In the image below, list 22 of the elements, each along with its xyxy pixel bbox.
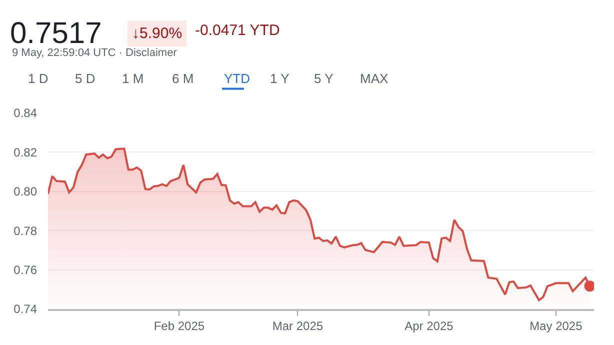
text: 9 May, 22:59:04 UTC · Disclaimer (12, 47, 178, 59)
text: 1 Y (270, 71, 290, 86)
x-tick-label: May 2025 (530, 319, 583, 334)
text: 1 D (28, 71, 48, 86)
text: YTD (224, 71, 250, 86)
x-tick-label: Mar 2025 (272, 319, 324, 334)
y-tick-label: 0.78 (14, 224, 38, 238)
text: 0.7517 (10, 17, 102, 50)
y-tick-label: 0.76 (14, 263, 38, 277)
y-tick-label: 0.74 (14, 302, 38, 316)
text: -0.0471 YTD (195, 22, 280, 39)
x-tick-label: Apr 2025 (404, 319, 454, 334)
text: MAX (360, 71, 388, 86)
text: 6 M (172, 71, 194, 86)
text: ↓5.90% (132, 25, 182, 42)
y-tick-label: 0.80 (14, 184, 38, 199)
y-tick-label: 0.82 (14, 145, 38, 160)
text: 5 Y (314, 71, 334, 86)
x-tick-label: Feb 2025 (154, 319, 205, 334)
text: 1 M (122, 71, 144, 86)
text: 5 D (75, 71, 96, 86)
y-tick-label: 0.84 (14, 106, 38, 120)
